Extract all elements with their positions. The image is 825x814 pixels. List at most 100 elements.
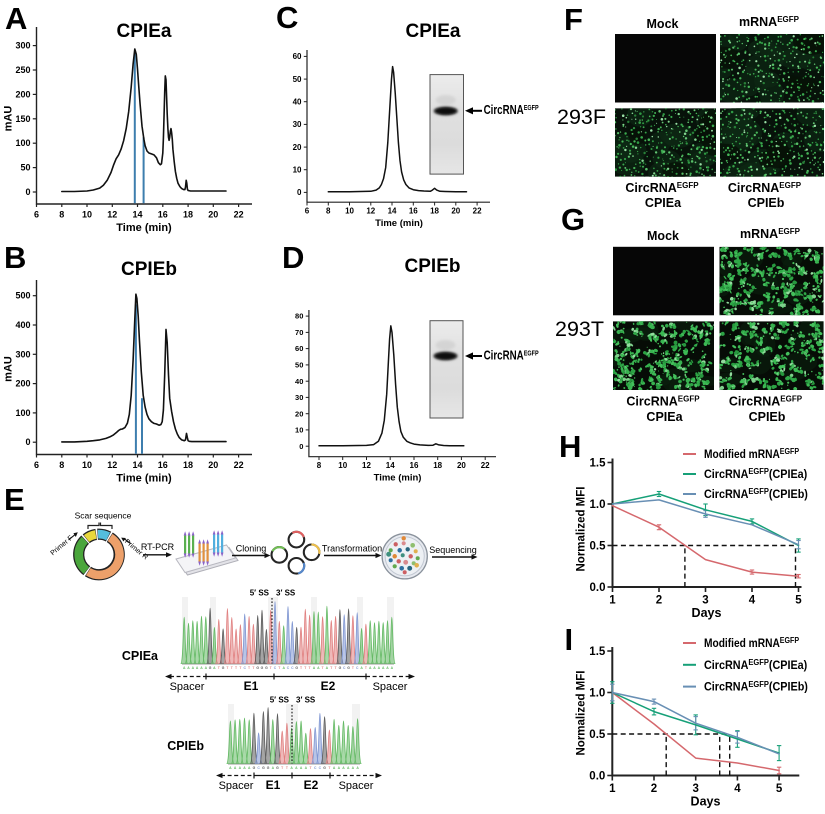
svg-text:E2: E2	[321, 679, 336, 693]
svg-text:A: A	[196, 666, 199, 670]
svg-text:C: C	[314, 766, 317, 770]
svg-text:5: 5	[776, 783, 783, 795]
svg-text:8: 8	[326, 207, 331, 216]
svg-text:C: C	[356, 666, 359, 670]
svg-text:Modified mRNAEGFP: Modified mRNAEGFP	[704, 636, 800, 650]
svg-text:5′ SS: 5′ SS	[270, 696, 290, 705]
svg-text:8: 8	[59, 210, 64, 220]
svg-text:6: 6	[305, 207, 310, 216]
svg-text:20: 20	[208, 460, 218, 470]
svg-text:30: 30	[293, 120, 302, 129]
svg-text:12: 12	[366, 207, 375, 216]
svg-text:mAU: mAU	[3, 106, 15, 132]
svg-text:T: T	[330, 666, 333, 670]
svg-text:T: T	[252, 666, 255, 670]
svg-text:C: C	[319, 766, 322, 770]
svg-text:20: 20	[457, 461, 466, 470]
svg-text:CircRNAEGFP: CircRNAEGFP	[728, 181, 802, 195]
svg-text:CircRNAEGFP(CPIEb): CircRNAEGFP(CPIEb)	[704, 680, 808, 694]
svg-text:Mock: Mock	[647, 229, 679, 243]
svg-text:T: T	[352, 666, 355, 670]
svg-text:C: C	[287, 666, 290, 670]
svg-text:5: 5	[795, 595, 802, 607]
svg-text:20: 20	[208, 210, 218, 220]
svg-text:G: G	[209, 666, 212, 670]
svg-text:C: C	[274, 666, 277, 670]
svg-text:293F: 293F	[557, 105, 606, 129]
svg-text:1.5: 1.5	[590, 458, 607, 470]
svg-text:10: 10	[82, 460, 92, 470]
svg-text:A: A	[386, 666, 389, 670]
svg-text:Normalized MFI: Normalized MFI	[575, 671, 587, 756]
svg-text:22: 22	[234, 460, 244, 470]
svg-text:A: A	[305, 766, 308, 770]
svg-text:A: A	[213, 666, 216, 670]
svg-text:G: G	[253, 766, 256, 770]
svg-text:A: A	[239, 766, 242, 770]
svg-text:Days: Days	[691, 795, 721, 809]
svg-text:A: A	[347, 766, 350, 770]
svg-text:A: A	[360, 666, 363, 670]
svg-text:12: 12	[107, 210, 117, 220]
svg-text:E2: E2	[304, 778, 319, 792]
svg-text:16: 16	[410, 461, 419, 470]
svg-text:50: 50	[295, 361, 303, 370]
svg-text:A: A	[326, 666, 329, 670]
svg-text:G: G	[256, 666, 259, 670]
svg-text:CircRNAEGFP(CPIEa): CircRNAEGFP(CPIEa)	[704, 467, 807, 481]
svg-text:1.0: 1.0	[589, 688, 605, 700]
svg-text:A: A	[248, 766, 251, 770]
svg-text:500: 500	[15, 291, 30, 301]
svg-text:3′ SS: 3′ SS	[296, 696, 316, 705]
svg-text:T: T	[239, 666, 242, 670]
svg-text:A: A	[229, 766, 232, 770]
svg-text:30: 30	[295, 393, 303, 402]
svg-text:A: A	[200, 666, 203, 670]
svg-text:T: T	[278, 666, 281, 670]
svg-text:T: T	[309, 766, 312, 770]
svg-text:1.0: 1.0	[590, 499, 606, 511]
svg-text:12: 12	[107, 460, 117, 470]
svg-text:200: 200	[15, 89, 30, 99]
svg-text:T: T	[226, 666, 229, 670]
svg-text:3: 3	[692, 783, 698, 795]
svg-text:CPIEa: CPIEa	[645, 196, 682, 210]
svg-text:T: T	[248, 666, 251, 670]
svg-text:0.5: 0.5	[590, 541, 607, 553]
svg-text:1.5: 1.5	[589, 646, 606, 658]
svg-text:A: A	[382, 666, 385, 670]
svg-text:2: 2	[651, 783, 657, 795]
svg-text:G: G	[222, 666, 225, 670]
svg-text:0.0: 0.0	[590, 582, 606, 594]
svg-text:A: A	[342, 766, 345, 770]
svg-text:B: B	[4, 240, 26, 275]
svg-text:A: A	[313, 666, 316, 670]
svg-text:G: G	[276, 766, 279, 770]
svg-text:CircRNAEGFP: CircRNAEGFP	[729, 394, 803, 408]
svg-text:mRNAEGFP: mRNAEGFP	[739, 15, 800, 29]
svg-text:T: T	[328, 766, 331, 770]
svg-text:C: C	[343, 666, 346, 670]
svg-text:4: 4	[734, 783, 741, 795]
svg-text:CircRNAEGFP(CPIEb): CircRNAEGFP(CPIEb)	[704, 487, 808, 501]
svg-text:14: 14	[386, 461, 395, 470]
svg-text:G: G	[323, 766, 326, 770]
svg-text:14: 14	[388, 207, 397, 216]
svg-text:60: 60	[293, 52, 302, 61]
svg-text:CPIEb: CPIEb	[121, 259, 177, 280]
svg-text:200: 200	[15, 379, 30, 389]
svg-text:A: A	[290, 766, 293, 770]
svg-text:18: 18	[183, 210, 193, 220]
svg-text:G: G	[339, 666, 342, 670]
svg-text:A: A	[333, 766, 336, 770]
svg-text:Spacer: Spacer	[219, 780, 254, 792]
svg-text:T: T	[286, 766, 289, 770]
svg-text:150: 150	[15, 114, 30, 124]
svg-text:3: 3	[702, 595, 708, 607]
svg-text:CPIEa: CPIEa	[646, 410, 683, 424]
svg-text:T: T	[335, 666, 338, 670]
svg-text:T: T	[231, 666, 234, 670]
svg-text:70: 70	[295, 328, 303, 337]
svg-text:CPIEb: CPIEb	[167, 739, 204, 753]
svg-text:10: 10	[82, 210, 92, 220]
